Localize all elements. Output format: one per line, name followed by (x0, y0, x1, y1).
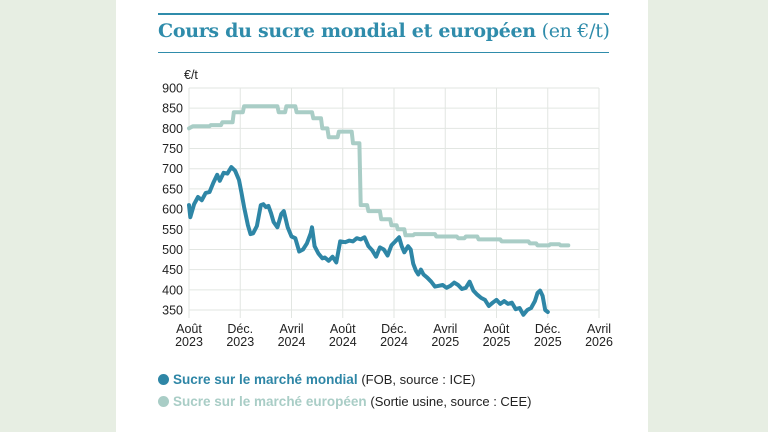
y-tick-label: 700 (162, 162, 183, 176)
y-tick-label: 500 (162, 243, 183, 257)
legend-source-europe: (Sortie usine, source : CEE) (370, 394, 532, 409)
y-tick-label: 350 (162, 304, 183, 318)
y-tick-label: 550 (162, 223, 183, 237)
legend-dot-europe (158, 396, 169, 407)
x-tick-year: 2024 (329, 335, 357, 349)
x-tick-label: Août (484, 322, 510, 336)
x-tick-label: Déc. (535, 322, 561, 336)
y-tick-label: 400 (162, 283, 183, 297)
chart-card: Cours du sucre mondial et européen (en €… (116, 0, 648, 432)
y-tick-label: 650 (162, 182, 183, 196)
x-tick-year: 2024 (380, 335, 408, 349)
legend-source-world: (FOB, source : ICE) (361, 372, 476, 387)
chart-title-unit: (en €/t) (541, 20, 610, 42)
x-tick-year: 2025 (534, 335, 562, 349)
series-line-world (187, 165, 550, 317)
y-tick-label: 900 (162, 82, 183, 96)
x-tick-label: Août (176, 322, 202, 336)
y-tick-label: 750 (162, 142, 183, 156)
legend-dot-world (158, 374, 169, 385)
legend-label-europe: Sucre sur le marché européen (173, 394, 367, 409)
series-line-europe (187, 104, 571, 248)
x-tick-label: Avril (433, 322, 457, 336)
chart-title: Cours du sucre mondial et européen (en €… (158, 20, 610, 42)
x-tick-label: Août (330, 322, 356, 336)
y-tick-label: 450 (162, 263, 183, 277)
title-rule (158, 52, 609, 53)
y-tick-label: 850 (162, 102, 183, 116)
x-tick-label: Déc. (381, 322, 407, 336)
x-tick-label: Déc. (227, 322, 253, 336)
x-tick-year: 2026 (585, 335, 613, 349)
chart-title-text: Cours du sucre mondial et européen (158, 20, 536, 42)
y-tick-label: 600 (162, 203, 183, 217)
x-tick-year: 2025 (483, 335, 511, 349)
x-tick-label: Avril (279, 322, 303, 336)
y-tick-label: 800 (162, 122, 183, 136)
x-tick-year: 2023 (175, 335, 203, 349)
legend-label-world: Sucre sur le marché mondial (173, 372, 358, 387)
x-tick-label: Avril (587, 322, 611, 336)
legend-item-europe: Sucre sur le marché européen (Sortie usi… (158, 394, 531, 409)
legend-item-world: Sucre sur le marché mondial (FOB, source… (158, 372, 475, 387)
x-tick-year: 2024 (278, 335, 306, 349)
top-rule (158, 13, 609, 15)
x-tick-year: 2025 (431, 335, 459, 349)
y-axis-unit: €/t (184, 68, 198, 82)
x-tick-year: 2023 (226, 335, 254, 349)
